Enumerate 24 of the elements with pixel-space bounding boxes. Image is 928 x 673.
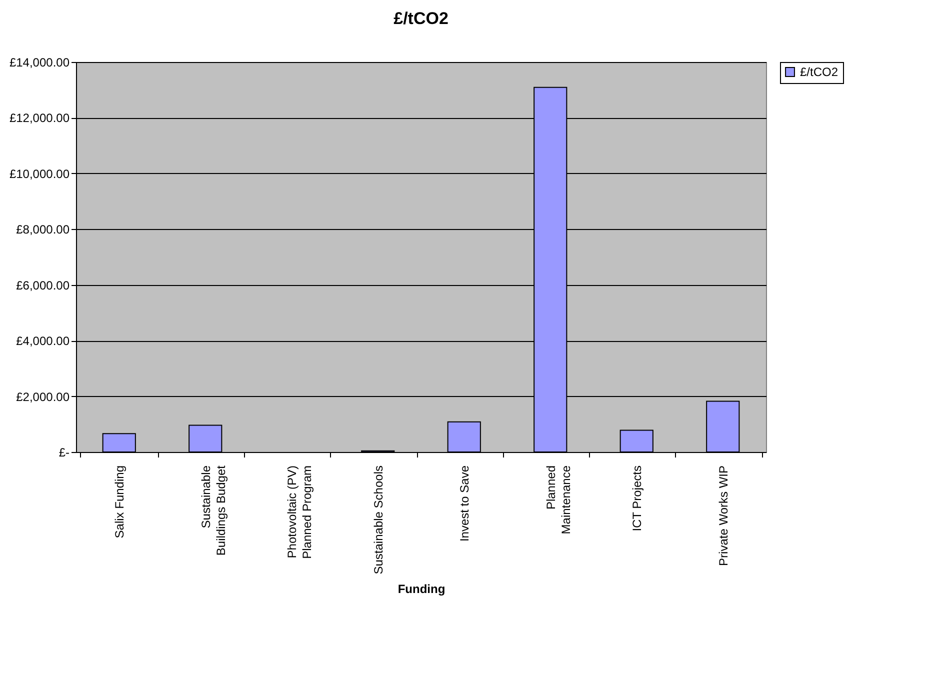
y-tick-label: £14,000.00 (9, 56, 70, 70)
x-tick-label: ICT Projects (630, 466, 644, 532)
bar (620, 430, 654, 452)
y-tick-label: £6,000.00 (16, 278, 70, 292)
y-tick-label: £10,000.00 (9, 166, 70, 181)
x-tick-label: Sustainable Schools (371, 466, 386, 574)
y-tick-label: £2,000.00 (16, 390, 70, 404)
y-tick-label: £12,000.00 (9, 111, 70, 126)
x-tick-label: Planned Maintenance (544, 465, 573, 534)
bar (188, 424, 222, 452)
chart-title: £/tCO2 (394, 9, 448, 28)
x-tick-label: Private Works WIP (716, 466, 730, 566)
y-tick-label: £- (58, 446, 70, 460)
bar (102, 433, 136, 452)
x-tick-label: Invest to Save (458, 465, 472, 542)
y-tick-label: £8,000.00 (16, 222, 70, 237)
legend-label: £/tCO2 (800, 65, 838, 79)
bar (447, 421, 481, 452)
x-tick-label: Salix Funding (112, 466, 127, 538)
bar (706, 400, 740, 452)
x-tick-label: Sustainable Buildings Budget (198, 464, 228, 556)
x-axis-title: Funding (398, 582, 446, 596)
y-tick-label: £4,000.00 (16, 334, 70, 348)
x-tick-label: Photovoltaic (PV) Planned Program (285, 466, 314, 559)
